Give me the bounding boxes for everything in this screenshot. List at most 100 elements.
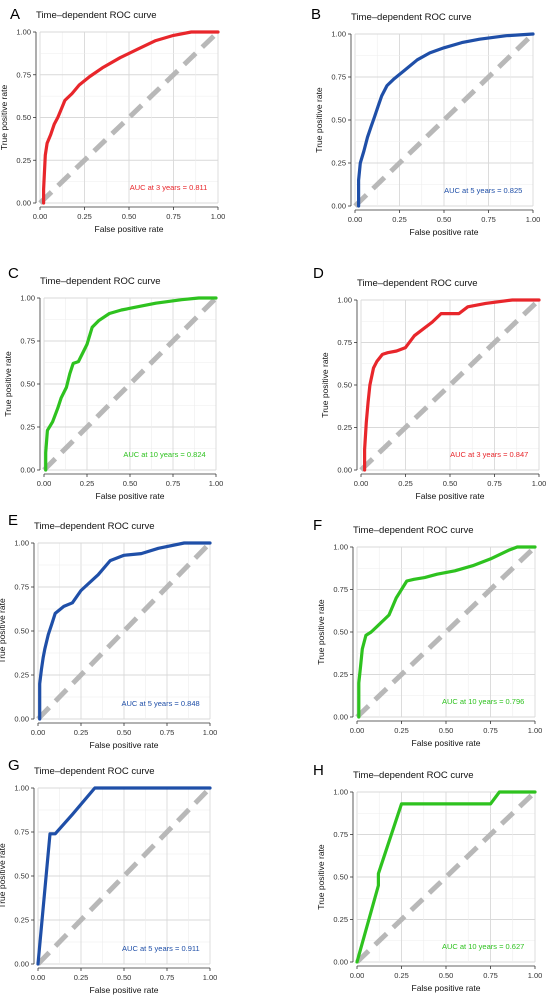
y-tick-label: 0.00: [14, 960, 29, 969]
y-tick-label: 0.75: [333, 585, 348, 594]
x-tick-label: 1.00: [526, 215, 541, 224]
roc-curve: [36, 786, 212, 966]
y-tick-label: 0.75: [16, 70, 31, 79]
roc-curve: [355, 790, 537, 964]
x-tick-label: 0.75: [483, 971, 498, 980]
y-tick-label: 1.00: [14, 539, 29, 548]
x-tick-label: 0.50: [437, 215, 452, 224]
y-tick-label: 0.75: [14, 828, 29, 837]
x-tick-label: 0.75: [481, 215, 496, 224]
y-tick-label: 0.50: [14, 627, 29, 636]
x-tick-label: 0.00: [31, 973, 46, 982]
y-tick-label: 0.00: [20, 466, 35, 475]
reference-diagonal: [355, 790, 537, 964]
x-tick-label: 0.50: [117, 973, 132, 982]
x-tick-label: 0.50: [122, 212, 137, 221]
panel-letter: F: [313, 517, 323, 534]
y-tick-label: 0.00: [16, 199, 31, 208]
y-tick-label: 1.00: [14, 784, 29, 793]
roc-curve: [357, 545, 537, 719]
y-tick-label: 1.00: [337, 296, 352, 305]
x-tick-label: 0.25: [74, 728, 89, 737]
roc-chart: Time–dependent ROC curve 0.000.00 0.25 0.25…: [0, 521, 217, 750]
chart-title: Time–dependent ROC curve: [40, 276, 161, 287]
y-axis-label: True positive rate: [316, 844, 326, 910]
x-tick-label: 0.75: [483, 726, 498, 735]
panel-letter: E: [8, 512, 19, 529]
roc-curve: [41, 30, 220, 205]
panel-letter: C: [8, 265, 19, 282]
chart-panel-d: D Time–dependent ROC curve 0.00 0.00 0.25 0.…: [275, 260, 550, 505]
auc-annotation: AUC at 5 years = 0.848: [122, 699, 200, 708]
chart-panel-h: H Time–dependent ROC curve 0.00 0.00 0.25 0.…: [275, 750, 550, 995]
roc-chart: Time–dependent ROC curve 0.000.00 0.25 0.25…: [316, 770, 542, 993]
reference-diagonal: [36, 541, 212, 721]
reference-diagonal: [36, 786, 212, 966]
x-tick-label: 0.75: [166, 212, 181, 221]
x-tick-label: 0.50: [117, 728, 132, 737]
chart-panel-c: C Time–dependent ROC curve 0.00 0.00 0.25 0.…: [0, 260, 275, 505]
x-axis-label: False positive rate: [412, 983, 481, 993]
x-axis-label: False positive rate: [416, 491, 485, 501]
x-tick-label: 0.25: [74, 973, 89, 982]
reference-diagonal: [42, 296, 218, 472]
roc-curve: [44, 296, 218, 472]
y-tick-label: 0.50: [331, 116, 346, 125]
chart-panel-g: G Time–dependent ROC curve 0.00 0.00 0.25 0.…: [0, 750, 275, 995]
chart-panel-e: E Time–dependent ROC curve 0.00 0.00 0.25 0.…: [0, 505, 275, 750]
auc-annotation: AUC at 10 years = 0.627: [442, 942, 524, 951]
x-axis-label: False positive rate: [412, 738, 481, 748]
y-tick-label: 0.25: [333, 670, 348, 679]
reference-diagonal: [355, 545, 537, 719]
auc-annotation: AUC at 5 years = 0.911: [122, 944, 200, 953]
y-axis-label: True positive rate: [316, 599, 326, 665]
x-tick-label: 1.00: [532, 479, 547, 488]
x-tick-label: 0.50: [123, 479, 138, 488]
reference-diagonal: [353, 32, 535, 208]
x-tick-label: 0.00: [31, 728, 46, 737]
y-tick-label: 0.50: [333, 873, 348, 882]
x-tick-label: 0.75: [160, 728, 175, 737]
y-axis-label: True positive rate: [0, 843, 7, 909]
roc-chart: Time–dependent ROC curve 0.000.00 0.25 0.25…: [314, 12, 541, 237]
x-axis-label: False positive rate: [90, 740, 159, 750]
roc-chart: Time–dependent ROC curve 0.000.00 0.25 0.25…: [316, 525, 542, 748]
y-tick-label: 0.25: [20, 423, 35, 432]
y-tick-label: 0.75: [14, 583, 29, 592]
x-tick-label: 0.00: [354, 479, 369, 488]
roc-curve: [38, 541, 212, 721]
y-tick-label: 0.75: [20, 337, 35, 346]
roc-chart: Time–dependent ROC curve 0.000.00 0.25 0.25…: [0, 10, 225, 234]
y-axis-label: True positive rate: [3, 351, 13, 417]
panel-letter: B: [311, 6, 322, 23]
y-tick-label: 0.75: [333, 830, 348, 839]
auc-annotation: AUC at 5 years = 0.825: [444, 186, 522, 195]
x-tick-label: 0.75: [166, 479, 181, 488]
x-tick-label: 0.75: [487, 479, 502, 488]
chart-title: Time–dependent ROC curve: [353, 770, 474, 781]
y-tick-label: 0.25: [331, 159, 346, 168]
roc-chart: Time–dependent ROC curve 0.000.00 0.25 0.25…: [0, 766, 217, 995]
roc-curve: [356, 32, 535, 208]
y-tick-label: 1.00: [331, 30, 346, 39]
y-tick-label: 0.00: [14, 715, 29, 724]
chart-title: Time–dependent ROC curve: [36, 10, 157, 21]
chart-title: Time–dependent ROC curve: [353, 525, 474, 536]
x-tick-label: 1.00: [209, 479, 224, 488]
x-tick-label: 0.00: [37, 479, 52, 488]
roc-chart: Time–dependent ROC curve 0.000.00 0.25 0.25…: [320, 278, 547, 501]
x-tick-label: 0.50: [439, 726, 454, 735]
y-tick-label: 0.00: [337, 466, 352, 475]
y-tick-label: 0.00: [333, 958, 348, 967]
x-tick-label: 0.75: [160, 973, 175, 982]
chart-title: Time–dependent ROC curve: [357, 278, 478, 289]
reference-diagonal: [38, 30, 220, 205]
chart-panel-b: B Time–dependent ROC curve 0.00 0.00 0.25 0.…: [275, 0, 550, 248]
y-axis-label: True positive rate: [320, 352, 330, 418]
panel-letter: G: [8, 757, 20, 774]
y-tick-label: 0.50: [20, 380, 35, 389]
y-tick-label: 0.50: [16, 113, 31, 122]
y-tick-label: 0.25: [337, 423, 352, 432]
x-tick-label: 0.25: [394, 971, 409, 980]
roc-curve: [362, 298, 541, 472]
